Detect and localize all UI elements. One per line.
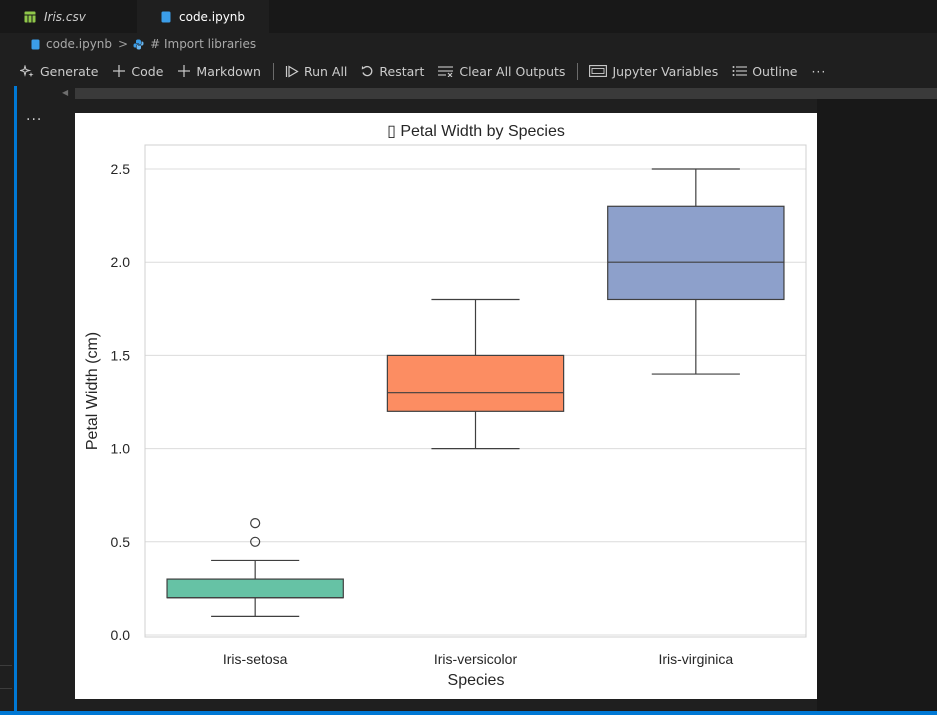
outlier-point bbox=[250, 536, 261, 547]
tab-iris-csv[interactable]: Iris.csv bbox=[0, 0, 137, 33]
box-iris-virginica bbox=[607, 205, 785, 301]
plot-frame bbox=[144, 144, 807, 638]
x-tick-label: Iris-versicolor bbox=[434, 651, 518, 667]
status-bar-edge bbox=[0, 711, 937, 715]
gutter-divider bbox=[0, 688, 12, 689]
y-tick-label: 0.5 bbox=[111, 534, 131, 550]
cell-output-more-button[interactable]: ··· bbox=[26, 112, 43, 128]
plus-icon bbox=[112, 64, 126, 78]
y-tick-label: 0.0 bbox=[111, 627, 131, 643]
x-tick-labels: Iris-setosa Iris-versicolor Iris-virginica bbox=[223, 651, 734, 667]
outlier-point bbox=[250, 518, 261, 529]
tab-label: Iris.csv bbox=[44, 9, 86, 24]
sparkle-icon bbox=[20, 64, 35, 78]
python-icon bbox=[133, 39, 144, 50]
y-tick-labels: 0.0 0.5 1.0 1.5 2.0 2.5 bbox=[111, 161, 131, 643]
jupyter-variables-label: Jupyter Variables bbox=[612, 63, 719, 79]
box-iris-versicolor bbox=[386, 354, 565, 412]
y-tick-label: 1.0 bbox=[111, 441, 131, 457]
editor-tab-bar: Iris.csv code.ipynb bbox=[0, 0, 937, 33]
cell-output-image: 0.0 0.5 1.0 1.5 2.0 2.5 Iris-setosa Iris-versi… bbox=[75, 113, 817, 699]
plus-icon bbox=[177, 64, 191, 78]
breadcrumb-separator: > bbox=[118, 37, 129, 51]
jupyter-variables-button[interactable]: Jupyter Variables bbox=[589, 64, 718, 79]
x-axis-label: Species bbox=[448, 672, 505, 689]
box-plot-chart: 0.0 0.5 1.0 1.5 2.0 2.5 Iris-setosa Iris-versi… bbox=[75, 113, 817, 699]
more-actions-button[interactable]: ··· bbox=[811, 63, 827, 79]
y-tick-label: 1.5 bbox=[111, 347, 131, 363]
run-all-icon bbox=[285, 64, 299, 78]
breadcrumb-file[interactable]: code.ipynb bbox=[46, 37, 113, 51]
gutter-divider bbox=[0, 665, 12, 666]
toolbar-divider bbox=[272, 62, 274, 80]
clear-all-outputs-label: Clear All Outputs bbox=[459, 63, 566, 79]
box-iris-setosa bbox=[166, 578, 344, 599]
restart-label: Restart bbox=[379, 63, 425, 79]
table-icon bbox=[24, 11, 36, 23]
add-code-button[interactable]: Code bbox=[112, 64, 163, 79]
add-markdown-button[interactable]: Markdown bbox=[177, 64, 261, 79]
outline-button[interactable]: Outline bbox=[732, 64, 797, 79]
restart-icon bbox=[361, 65, 374, 78]
variables-icon bbox=[589, 65, 608, 77]
y-tick-label: 2.0 bbox=[111, 254, 131, 270]
y-tick-label: 2.5 bbox=[111, 161, 131, 177]
breadcrumb: code.ipynb > # Import libraries bbox=[0, 33, 937, 55]
tab-label: code.ipynb bbox=[179, 9, 246, 24]
clear-all-icon bbox=[438, 65, 454, 77]
y-axis-label: Petal Width (cm) bbox=[84, 332, 101, 450]
editor-right-area bbox=[817, 99, 937, 711]
generate-label: Generate bbox=[40, 63, 99, 79]
cell-focus-indicator bbox=[14, 86, 17, 715]
scroll-left-arrow-icon[interactable]: ◀ bbox=[62, 88, 69, 97]
run-all-label: Run All bbox=[303, 63, 348, 79]
restart-button[interactable]: Restart bbox=[361, 64, 424, 79]
boxes bbox=[166, 168, 785, 617]
horizontal-scrollbar[interactable] bbox=[75, 88, 937, 99]
notebook-icon bbox=[161, 11, 171, 23]
chart-title: ▯ Petal Width by Species bbox=[387, 123, 565, 140]
toolbar-divider bbox=[577, 62, 579, 80]
markdown-label: Markdown bbox=[196, 63, 261, 79]
clear-all-outputs-button[interactable]: Clear All Outputs bbox=[438, 64, 565, 79]
notebook-toolbar: Generate Code Markdown Run All Restart C… bbox=[0, 57, 937, 85]
x-tick-label: Iris-setosa bbox=[223, 651, 288, 667]
outline-list-icon bbox=[732, 65, 748, 77]
notebook-icon bbox=[31, 39, 40, 50]
outline-label: Outline bbox=[752, 63, 798, 79]
code-label: Code bbox=[131, 63, 164, 79]
run-all-button[interactable]: Run All bbox=[285, 64, 347, 79]
x-tick-label: Iris-virginica bbox=[658, 651, 733, 667]
generate-button[interactable]: Generate bbox=[20, 64, 98, 79]
breadcrumb-cell[interactable]: # Import libraries bbox=[150, 37, 257, 51]
tab-code-ipynb[interactable]: code.ipynb bbox=[137, 0, 269, 33]
